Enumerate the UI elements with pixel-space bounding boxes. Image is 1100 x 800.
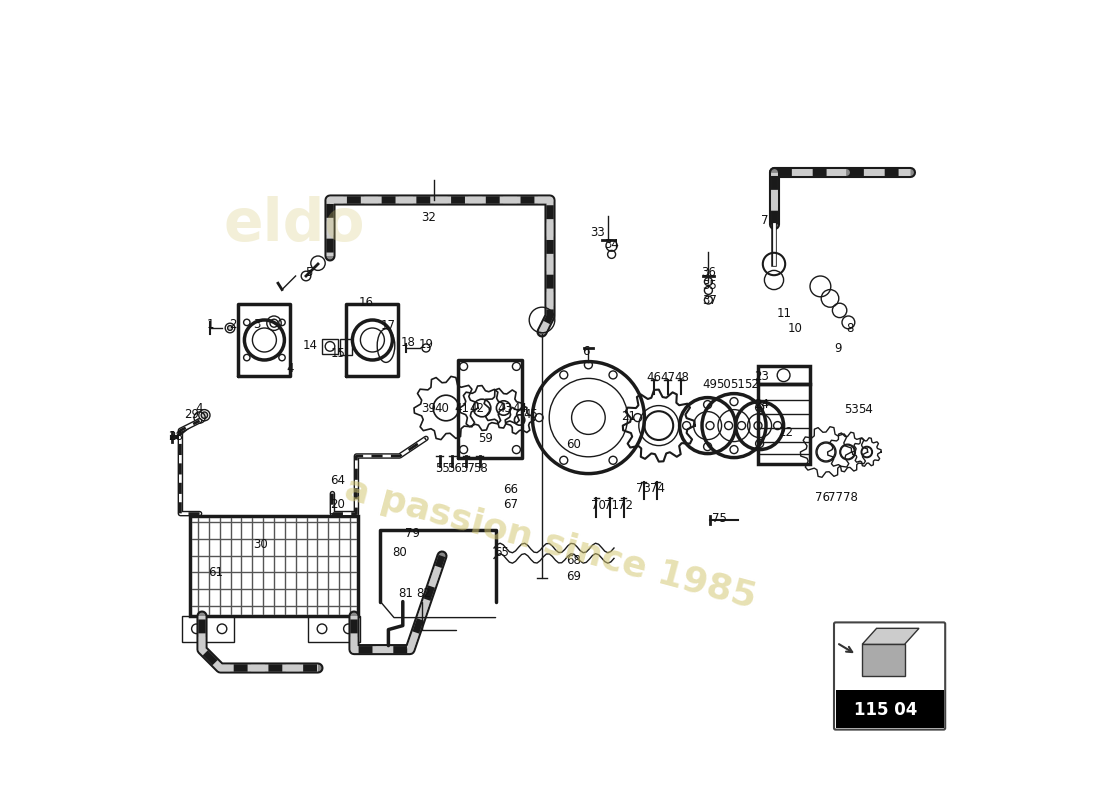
Text: 46: 46 <box>647 371 661 384</box>
Text: 22: 22 <box>778 426 793 438</box>
Bar <box>758 384 810 464</box>
Circle shape <box>228 326 232 330</box>
Text: 78: 78 <box>843 491 857 504</box>
Text: 4: 4 <box>286 362 294 374</box>
Text: 70: 70 <box>591 499 605 512</box>
Text: 4: 4 <box>196 402 204 414</box>
Text: 72: 72 <box>618 499 632 512</box>
Polygon shape <box>862 628 918 644</box>
Text: 2: 2 <box>229 318 236 330</box>
Text: 54: 54 <box>859 403 873 416</box>
Text: 79: 79 <box>405 527 420 540</box>
Text: 29: 29 <box>184 408 199 421</box>
Text: 6: 6 <box>582 346 590 358</box>
Text: 8: 8 <box>846 322 854 334</box>
Text: 30: 30 <box>253 538 267 550</box>
Text: 77: 77 <box>828 491 843 504</box>
Text: 61: 61 <box>208 566 223 578</box>
Text: 53: 53 <box>844 403 859 416</box>
Text: 33: 33 <box>591 226 605 238</box>
Text: 48: 48 <box>674 371 690 384</box>
Text: 34: 34 <box>604 238 619 250</box>
Text: 51: 51 <box>730 378 746 390</box>
Text: 19: 19 <box>418 338 433 350</box>
Text: 9: 9 <box>834 342 842 354</box>
Text: 41: 41 <box>454 402 470 414</box>
Text: 28: 28 <box>168 430 183 442</box>
Bar <box>758 366 810 384</box>
Text: 76: 76 <box>814 491 829 504</box>
Text: 37: 37 <box>703 294 717 306</box>
Text: 1: 1 <box>207 318 213 330</box>
Text: 15: 15 <box>331 347 345 360</box>
Text: 10: 10 <box>788 322 802 334</box>
Text: 20: 20 <box>331 498 345 510</box>
Text: 55: 55 <box>434 462 450 474</box>
Text: 49: 49 <box>703 378 717 390</box>
Text: 67: 67 <box>504 498 518 510</box>
FancyBboxPatch shape <box>834 622 945 730</box>
Text: 35: 35 <box>703 279 717 292</box>
Bar <box>190 516 358 616</box>
Text: 42: 42 <box>469 402 484 414</box>
Text: 16: 16 <box>359 296 374 309</box>
Text: 18: 18 <box>402 336 416 349</box>
Text: 56: 56 <box>448 462 462 474</box>
Bar <box>340 339 352 355</box>
Text: 58: 58 <box>473 462 487 474</box>
Text: 115 04: 115 04 <box>854 701 917 718</box>
Text: a passion since 1985: a passion since 1985 <box>341 473 759 615</box>
Text: 64: 64 <box>330 474 345 486</box>
Bar <box>836 690 944 728</box>
Text: 5: 5 <box>305 266 312 278</box>
Bar <box>308 616 361 642</box>
Text: 21: 21 <box>620 410 636 422</box>
Text: 57: 57 <box>460 462 475 474</box>
Text: 40: 40 <box>434 402 450 414</box>
Text: 17: 17 <box>381 319 396 332</box>
Text: 3: 3 <box>253 318 260 330</box>
Text: 39: 39 <box>421 402 436 414</box>
Text: 32: 32 <box>421 211 436 224</box>
Text: 60: 60 <box>566 438 582 450</box>
Text: 24: 24 <box>754 398 769 410</box>
Text: 75: 75 <box>712 512 727 525</box>
Bar <box>182 616 234 642</box>
Text: eldo: eldo <box>223 195 365 253</box>
Text: 82: 82 <box>416 587 431 600</box>
Text: 43: 43 <box>498 402 513 414</box>
Circle shape <box>201 412 208 418</box>
Text: 80: 80 <box>393 546 407 558</box>
Text: 7: 7 <box>761 214 769 226</box>
Text: 23: 23 <box>754 370 769 382</box>
Text: 66: 66 <box>504 483 518 496</box>
Text: 47: 47 <box>660 371 675 384</box>
Text: 59: 59 <box>478 432 494 445</box>
Text: 65: 65 <box>495 546 509 558</box>
Text: 45: 45 <box>524 408 538 421</box>
Text: 71: 71 <box>604 499 619 512</box>
Bar <box>322 339 338 354</box>
Text: 52: 52 <box>745 378 759 390</box>
Text: 74: 74 <box>650 482 664 494</box>
Text: 11: 11 <box>777 307 792 320</box>
Text: 50: 50 <box>716 378 732 390</box>
Text: 81: 81 <box>398 587 414 600</box>
Polygon shape <box>862 644 904 676</box>
Text: 68: 68 <box>566 554 582 566</box>
Text: 69: 69 <box>566 570 582 582</box>
Text: 36: 36 <box>701 266 716 278</box>
Text: 44: 44 <box>513 402 527 414</box>
Text: 14: 14 <box>302 339 318 352</box>
Text: 73: 73 <box>636 482 651 494</box>
